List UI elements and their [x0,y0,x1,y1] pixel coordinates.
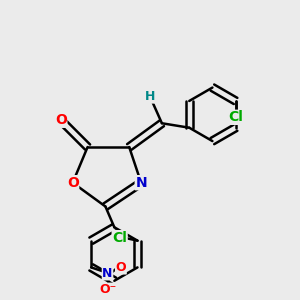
Text: Cl: Cl [112,231,127,245]
Text: N: N [102,267,113,280]
Text: H: H [145,90,155,103]
Text: O: O [116,261,126,274]
Text: O: O [55,113,67,127]
Text: Cl: Cl [228,110,243,124]
Text: N: N [135,176,147,190]
Text: O⁻: O⁻ [99,283,116,296]
Text: O: O [67,176,79,190]
